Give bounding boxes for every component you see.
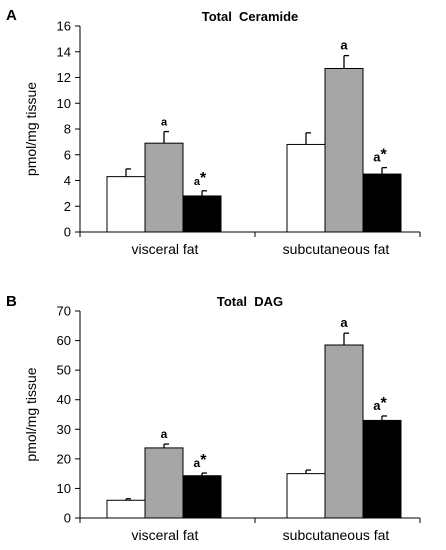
panel-b-y-tick-label: 60 <box>57 333 71 348</box>
panel-b-bar <box>106 499 146 519</box>
panel-a-bar <box>286 143 326 233</box>
panel-b-annotation: a* <box>373 395 387 413</box>
panel-a-category-label: subcutaneous fat <box>283 241 390 257</box>
panel-a-y-tick-label: 2 <box>64 199 71 214</box>
panel-b-category-label: subcutaneous fat <box>283 527 390 543</box>
panel-b-bar <box>286 473 326 519</box>
panel-b-y-tick-label: 20 <box>57 451 71 466</box>
panel-b-category-label: visceral fat <box>132 527 199 543</box>
panel-b-letter: B <box>6 293 17 310</box>
panel-a-annotation: a <box>161 117 168 129</box>
panel-b-y-tick-label: 10 <box>57 481 71 496</box>
panel-b-y-axis-label: pmol/mg tissue <box>23 367 39 461</box>
chart-panel-a: A Total Ceramide pmol/mg tissue 0 2 4 6 8 10 12 14… <box>6 7 421 257</box>
panel-a-bar <box>144 142 184 233</box>
panel-a-y-tick-label: 12 <box>57 70 71 85</box>
panel-b-annotation: a <box>340 315 348 330</box>
panel-a-y-tick-label: 8 <box>64 122 71 137</box>
panel-a-y-tick-label: 0 <box>64 225 71 240</box>
panel-a-y-axis-label: pmol/mg tissue <box>23 82 39 176</box>
panel-a-y-tick-label: 6 <box>64 147 71 162</box>
panel-a-category-label: visceral fat <box>132 241 199 257</box>
panel-b-y-tick-label: 0 <box>64 511 71 526</box>
panel-a-annotation: a <box>340 38 348 53</box>
panel-a-letter: A <box>6 7 17 24</box>
panel-b-annotation: a* <box>194 452 208 470</box>
panel-b-bar <box>324 344 364 519</box>
panel-a-y-tick-label: 10 <box>57 96 71 111</box>
panel-b-y-tick-label: 70 <box>57 304 71 319</box>
panel-a-annotation: a* <box>373 147 387 165</box>
panel-a-bar <box>362 173 402 233</box>
panel-b-y-tick-label: 40 <box>57 392 71 407</box>
panel-a-title: Total Ceramide <box>202 9 299 24</box>
panel-a-annotation: a* <box>194 170 207 188</box>
panel-b-y-tick-label: 30 <box>57 422 71 437</box>
panel-b-bar <box>182 475 222 519</box>
panel-a-y-tick-label: 14 <box>57 44 71 59</box>
panel-b-annotation: a <box>161 427 168 441</box>
panel-a-bar <box>106 176 146 233</box>
panel-a-y-tick-label: 16 <box>57 19 71 34</box>
panel-a-bar <box>324 67 364 233</box>
panel-a-bar <box>182 195 222 233</box>
panel-b-bar <box>144 447 184 519</box>
chart-panel-b: B Total DAG pmol/mg tissue 0 10 20 30 40 50 60 70 v… <box>6 293 421 543</box>
panel-b-title: Total DAG <box>217 294 283 309</box>
panel-b-bar <box>362 419 402 519</box>
panel-a-y-tick-label: 4 <box>64 173 71 188</box>
panel-b-y-tick-label: 50 <box>57 363 71 378</box>
